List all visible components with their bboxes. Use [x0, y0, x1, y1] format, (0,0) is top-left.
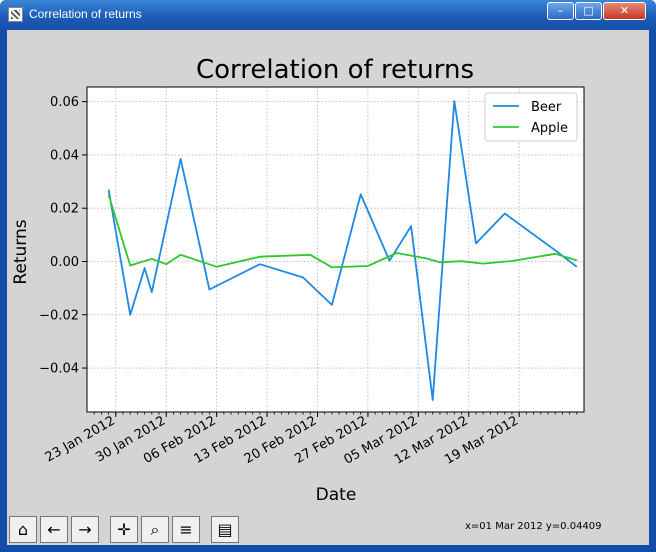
- back-button[interactable]: ←: [40, 516, 68, 543]
- series-line-apple: [107, 194, 578, 269]
- legend-label-apple: Apple: [531, 121, 568, 136]
- window-title: Correlation of returns: [29, 7, 142, 21]
- y-tick-label: 0.06: [50, 95, 79, 110]
- legend-frame: [484, 92, 578, 142]
- app-icon: [8, 7, 23, 22]
- zoom-icon: ⌕: [150, 520, 160, 539]
- plot-frame: [86, 86, 585, 413]
- y-tick-label: 0.04: [50, 148, 79, 163]
- home-button[interactable]: ⌂: [9, 516, 37, 543]
- pan-icon: ✛: [117, 520, 131, 539]
- y-tick-label: −0.02: [39, 308, 79, 323]
- x-axis-label: Date: [316, 485, 357, 505]
- forward-button[interactable]: →: [71, 516, 99, 543]
- back-icon: ←: [47, 520, 61, 539]
- grid-layer: [87, 87, 584, 412]
- navigation-toolbar: ⌂ ← → ✛ ⌕ ≡ ▤ x=01 Mar 2012 y=0.04409: [7, 513, 649, 545]
- zoom-button[interactable]: ⌕: [141, 516, 169, 543]
- maximize-button[interactable]: □: [575, 2, 602, 20]
- configure-subplots-button[interactable]: ≡: [172, 516, 200, 543]
- home-icon: ⌂: [17, 520, 29, 539]
- chart-legend: Beer Apple: [484, 92, 578, 142]
- y-tick-label: −0.04: [39, 362, 79, 377]
- configure-subplots-icon: ≡: [179, 520, 193, 539]
- chart-title: Correlation of returns: [196, 55, 474, 85]
- y-tick-label: 0.02: [50, 202, 79, 217]
- minimize-button[interactable]: –: [547, 2, 574, 20]
- series-line-beer: [107, 100, 578, 401]
- close-button[interactable]: ✕: [603, 2, 646, 20]
- cursor-coordinates: x=01 Mar 2012 y=0.04409: [465, 521, 602, 532]
- forward-icon: →: [78, 520, 92, 539]
- series-layer: [107, 100, 578, 401]
- save-icon: ▤: [217, 520, 233, 539]
- y-tick-label: 0.00: [50, 255, 79, 270]
- pan-button[interactable]: ✛: [110, 516, 138, 543]
- legend-label-beer: Beer: [531, 100, 562, 115]
- save-button[interactable]: ▤: [211, 516, 239, 543]
- title-bar[interactable]: Correlation of returns – □ ✕: [0, 0, 656, 30]
- client-area: 23 Jan 2012 30 Jan 2012 06 Feb 2012 13 Feb …: [7, 30, 649, 545]
- y-axis-label: Returns: [11, 219, 31, 284]
